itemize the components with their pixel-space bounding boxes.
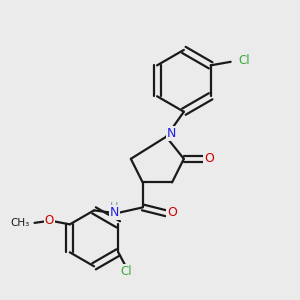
Text: Cl: Cl: [121, 265, 132, 278]
Text: CH₃: CH₃: [10, 218, 29, 228]
Text: N: N: [167, 127, 176, 140]
Text: O: O: [45, 214, 54, 227]
Text: Cl: Cl: [238, 54, 250, 67]
Text: O: O: [167, 206, 177, 219]
Text: N: N: [110, 206, 119, 219]
Text: H: H: [110, 202, 118, 212]
Text: O: O: [204, 152, 214, 165]
